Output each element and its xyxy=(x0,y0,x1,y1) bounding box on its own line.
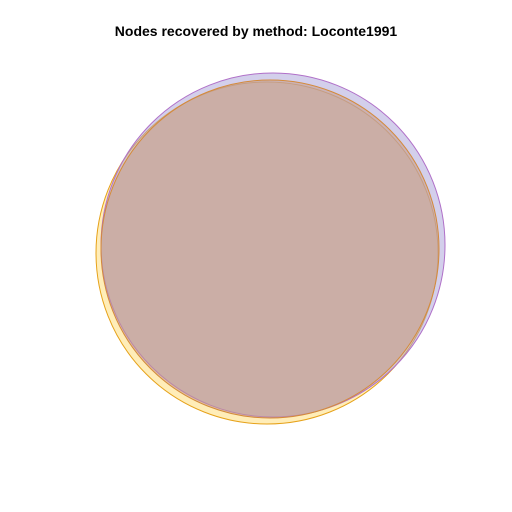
venn-set-c xyxy=(100,79,440,419)
chart-title: Nodes recovered by method: Loconte1991 xyxy=(114,23,398,39)
